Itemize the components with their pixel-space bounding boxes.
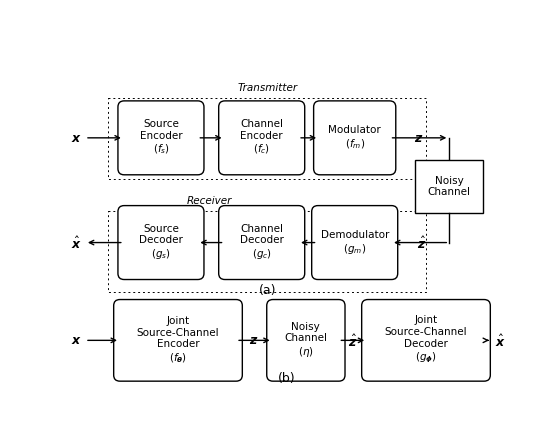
FancyBboxPatch shape	[118, 206, 204, 280]
Text: Channel
Decoder
$(g_c)$: Channel Decoder $(g_c)$	[240, 224, 284, 261]
Text: $\boldsymbol{x}$: $\boldsymbol{x}$	[71, 334, 82, 347]
Text: $\hat{\boldsymbol{x}}$: $\hat{\boldsymbol{x}}$	[495, 334, 506, 350]
Text: (a): (a)	[259, 284, 277, 297]
Text: $\boldsymbol{z}$: $\boldsymbol{z}$	[249, 334, 259, 347]
Text: Noisy
Channel
$(\eta)$: Noisy Channel $(\eta)$	[284, 322, 327, 359]
FancyBboxPatch shape	[314, 101, 396, 175]
Text: Modulator
$(f_m)$: Modulator $(f_m)$	[329, 125, 381, 150]
Text: $\hat{\boldsymbol{x}}$: $\hat{\boldsymbol{x}}$	[71, 237, 82, 252]
Text: $\boldsymbol{x}$: $\boldsymbol{x}$	[71, 132, 82, 144]
Bar	[415, 160, 483, 212]
Text: Receiver: Receiver	[186, 196, 232, 206]
Text: Joint
Source-Channel
Encoder
$(f_{\boldsymbol{\theta}})$: Joint Source-Channel Encoder $(f_{\bolds…	[137, 316, 219, 365]
FancyBboxPatch shape	[219, 101, 305, 175]
FancyBboxPatch shape	[118, 101, 204, 175]
FancyBboxPatch shape	[113, 300, 242, 381]
Text: Channel
Encoder
$(f_c)$: Channel Encoder $(f_c)$	[240, 119, 283, 157]
Text: $\hat{\boldsymbol{z}}$: $\hat{\boldsymbol{z}}$	[418, 237, 427, 252]
Text: $\hat{\boldsymbol{z}}$: $\hat{\boldsymbol{z}}$	[348, 334, 357, 350]
FancyBboxPatch shape	[267, 300, 345, 381]
Text: Transmitter: Transmitter	[238, 83, 298, 93]
Text: Noisy
Channel: Noisy Channel	[428, 175, 471, 197]
FancyBboxPatch shape	[312, 206, 398, 280]
Text: (b): (b)	[277, 372, 295, 385]
Text: Demodulator
$(g_m)$: Demodulator $(g_m)$	[320, 230, 389, 255]
FancyBboxPatch shape	[219, 206, 305, 280]
Text: Joint
Source-Channel
Decoder
$(g_{\boldsymbol{\phi}})$: Joint Source-Channel Decoder $(g_{\bolds…	[385, 316, 467, 365]
Bar	[108, 98, 426, 178]
FancyBboxPatch shape	[361, 300, 490, 381]
Bar	[108, 211, 426, 292]
Text: Source
Decoder
$(g_s)$: Source Decoder $(g_s)$	[139, 224, 183, 261]
Text: $\boldsymbol{z}$: $\boldsymbol{z}$	[414, 132, 423, 144]
Text: Source
Encoder
$(f_s)$: Source Encoder $(f_s)$	[140, 119, 182, 157]
